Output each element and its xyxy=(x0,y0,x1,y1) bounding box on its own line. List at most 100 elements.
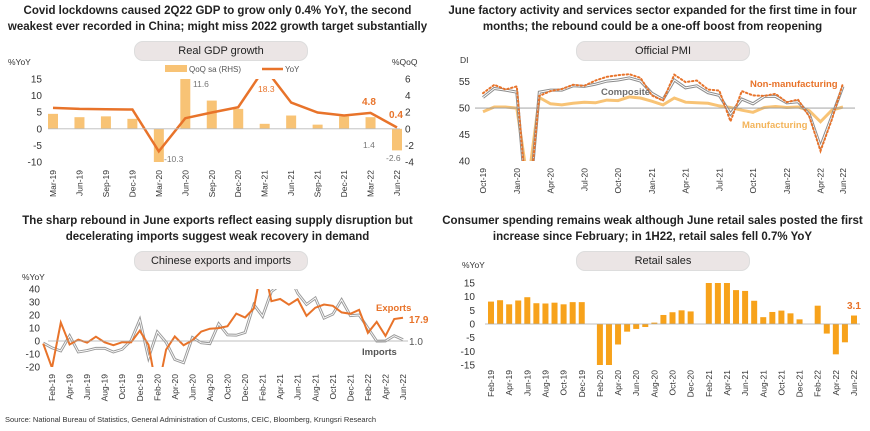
gdp-headline-line2: weakest ever recorded in China; might mi… xyxy=(7,21,428,33)
x-tick-label: Aug-20 xyxy=(205,374,215,402)
pmi-headline-line1: June factory activity and services secto… xyxy=(448,5,857,17)
legend-swatch-qoq xyxy=(165,65,187,72)
x-tick-label: Jun-21 xyxy=(293,374,303,400)
x-tick-label: Mar-22 xyxy=(366,170,376,197)
annotation-qoq-jun22: -2.6 xyxy=(386,153,401,163)
x-tick-label: Jul-20 xyxy=(579,168,589,191)
retail-bar xyxy=(778,310,785,324)
qoq-bar xyxy=(127,118,138,129)
x-tick-label: Feb-19 xyxy=(47,374,57,401)
retail-bar xyxy=(823,324,830,334)
retail-bar xyxy=(832,324,839,355)
x-tick-label: Mar-19 xyxy=(48,170,58,197)
retail-bar xyxy=(841,324,848,343)
retail-bar xyxy=(551,302,558,324)
pmi-chart-title: Official PMI xyxy=(576,41,750,61)
retail-headline: Consumer spending remains weak although … xyxy=(435,213,870,245)
trade-chart: %YoY 40 30 20 10 0 -10 -20 Feb-19 Apr-19 Jun-19 Au… xyxy=(22,272,429,402)
plot-area xyxy=(48,79,402,162)
trade-headline-line1: The sharp rebound in June exports reflec… xyxy=(22,215,413,227)
x-tick-label: Jun-22 xyxy=(392,170,402,196)
qoq-bar xyxy=(392,128,402,151)
x-tick-label: Apr-20 xyxy=(170,374,180,400)
annotation-qoq-mar22: 1.4 xyxy=(363,140,375,150)
annotation-yoy-mar22: 4.8 xyxy=(362,97,376,108)
y-tick-label: -15 xyxy=(461,361,476,372)
qoq-bar xyxy=(153,128,164,162)
x-tick-label: Oct-19 xyxy=(559,370,569,396)
imports-line-outer xyxy=(42,289,404,365)
x-tick-label: Dec-20 xyxy=(233,170,243,198)
retail-bar xyxy=(760,317,767,324)
retail-bar xyxy=(488,301,494,324)
non-manufacturing-line xyxy=(482,73,844,161)
plot-area xyxy=(488,283,857,365)
x-tick-label: Dec-19 xyxy=(127,170,137,198)
x-tick-label: Jun-19 xyxy=(74,170,84,196)
retail-bar xyxy=(596,324,603,365)
manufacturing-line xyxy=(482,95,844,161)
x-tick-label: Oct-20 xyxy=(613,168,623,194)
x-tick-label: Dec-19 xyxy=(135,374,145,402)
x-tick-label: Dec-21 xyxy=(345,374,355,402)
trade-headline: The sharp rebound in June exports reflec… xyxy=(0,213,435,245)
x-tick-label: Jul-21 xyxy=(714,168,724,191)
x-tick-label: Dec-21 xyxy=(795,370,805,398)
exports-line xyxy=(42,289,404,367)
label-manufacturing: Manufacturing xyxy=(742,120,808,131)
qoq-bar xyxy=(286,115,297,129)
y-tick-label: 0 xyxy=(34,337,40,348)
retail-bar xyxy=(633,324,640,329)
pmi-ylabel: DI xyxy=(460,55,469,65)
x-tick-label: Apr-21 xyxy=(722,370,732,396)
y-tick-label: 5 xyxy=(469,306,475,317)
x-tick-label: Jun-19 xyxy=(522,370,532,396)
x-tick-label: Aug-21 xyxy=(310,374,320,402)
y-tick-label: 0 xyxy=(469,320,475,331)
retail-bar xyxy=(506,304,513,324)
y-tick-label: 20 xyxy=(29,311,41,322)
retail-bar xyxy=(814,305,821,324)
label-exports: Exports xyxy=(376,303,411,314)
annotation-yoy-mar21: 18.3 xyxy=(258,84,275,94)
retail-bar xyxy=(714,283,721,324)
retail-bar xyxy=(733,290,740,324)
y-tick-label: 45 xyxy=(459,130,471,141)
y-tick-label: 15 xyxy=(464,279,476,290)
y-tick-label: 30 xyxy=(29,298,41,309)
gdp-ylabel-right: %QoQ xyxy=(392,57,418,67)
qoq-bar xyxy=(233,108,244,129)
annotation-retail-last: 3.1 xyxy=(847,301,861,312)
x-tick-label: Aug-21 xyxy=(758,370,768,398)
y-tick-label-left: -10 xyxy=(28,158,43,169)
annotation-yoy-jun22: 0.4 xyxy=(389,110,403,121)
retail-bar xyxy=(560,304,567,324)
retail-bar xyxy=(533,303,540,324)
legend-label-yoy: YoY xyxy=(285,65,300,74)
annotation-imports-last: 1.0 xyxy=(409,337,423,348)
y-tick-label: 10 xyxy=(29,324,41,335)
x-tick-label: Jun-22 xyxy=(398,374,408,400)
y-tick-label-right: 6 xyxy=(405,75,411,86)
legend-label-qoq: QoQ sa (RHS) xyxy=(189,65,241,74)
x-tick-label: Sep-21 xyxy=(313,170,323,198)
y-tick-label-right: 4 xyxy=(405,91,411,102)
yoy-line xyxy=(52,79,398,154)
y-tick-label: 40 xyxy=(29,285,41,296)
retail-bar xyxy=(624,324,631,332)
x-tick-label: Jun-19 xyxy=(82,374,92,400)
retail-bar xyxy=(669,312,676,324)
trade-ylabel: %YoY xyxy=(22,272,45,282)
x-tick-label: Dec-19 xyxy=(577,370,587,398)
x-tick-label: Feb-19 xyxy=(486,370,496,397)
retail-bar xyxy=(660,314,667,324)
trade-chart-title: Chinese exports and imports xyxy=(134,251,308,271)
x-tick-label: Jun-21 xyxy=(286,170,296,196)
x-tick-label: Sep-19 xyxy=(101,170,111,198)
x-tick-label: Dec-20 xyxy=(240,374,250,402)
x-tick-label: Mar-20 xyxy=(154,170,164,197)
x-tick-label: Jun-22 xyxy=(838,168,848,194)
pmi-headline-line2: months; the rebound could be a one-off b… xyxy=(482,21,823,33)
retail-bar xyxy=(769,311,776,324)
pmi-headline: June factory activity and services secto… xyxy=(435,3,870,35)
